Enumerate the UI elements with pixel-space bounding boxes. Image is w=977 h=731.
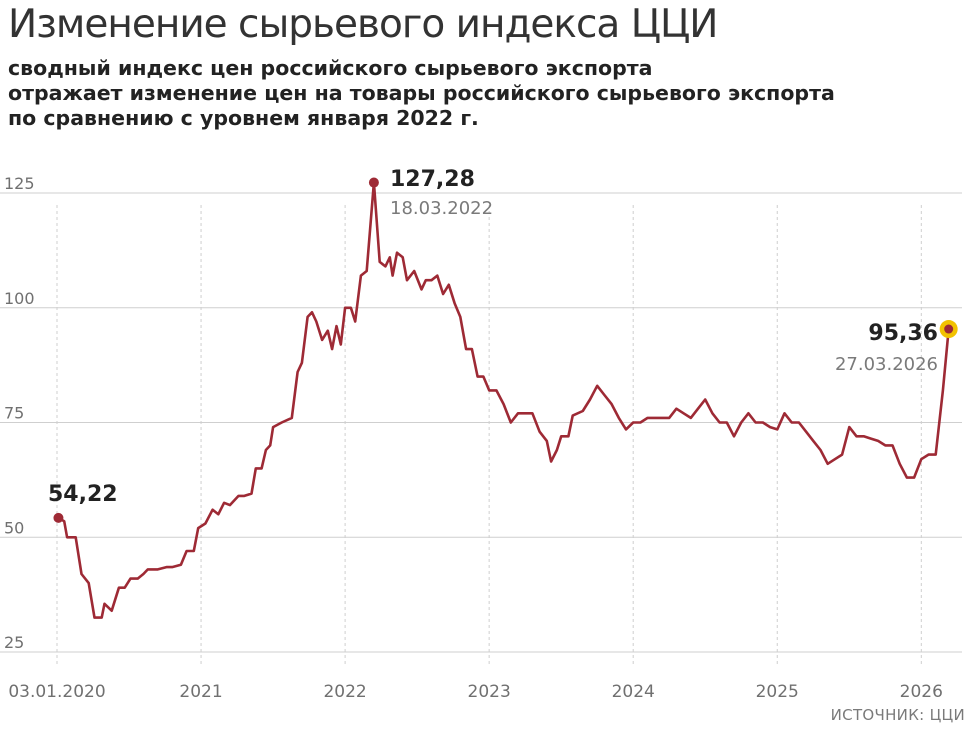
start-value-label: 54,22 <box>48 482 118 507</box>
last-point <box>944 324 954 334</box>
subtitle-line-1: сводный индекс цен российского сырьевого… <box>8 56 653 80</box>
peak-value-label: 127,28 <box>390 167 475 192</box>
y-tick-label: 75 <box>4 404 24 423</box>
y-tick-label: 125 <box>4 174 35 193</box>
subtitle-line-2: отражает изменение цен на товары российс… <box>8 81 835 105</box>
series-line <box>57 181 950 619</box>
start-point <box>53 512 64 523</box>
chart-title: Изменение сырьевого индекса ЦЦИ <box>8 2 718 47</box>
y-tick-label: 25 <box>4 633 24 652</box>
x-tick-label: 2023 <box>468 682 511 702</box>
y-tick-label: 50 <box>4 518 24 537</box>
subtitle-line-3: по сравнению с уровнем января 2022 г. <box>8 106 479 130</box>
x-tick-label: 03.01.2020 <box>8 682 105 702</box>
x-tick-label: 2022 <box>323 682 366 702</box>
peak-point <box>368 177 379 188</box>
x-tick-label: 2025 <box>756 682 799 702</box>
source-note: ИСТОЧНИК: ЦЦИ <box>830 706 965 724</box>
x-tick-label: 2026 <box>900 682 943 702</box>
x-tick-label: 2021 <box>179 682 222 702</box>
x-tick-label: 2024 <box>612 682 655 702</box>
last-date-label: 27.03.2026 <box>835 354 938 375</box>
last-value-label: 95,36 <box>868 321 938 346</box>
peak-date-label: 18.03.2022 <box>390 198 493 219</box>
chart-subtitle: сводный индекс цен российского сырьевого… <box>8 56 835 131</box>
y-tick-label: 100 <box>4 289 35 308</box>
